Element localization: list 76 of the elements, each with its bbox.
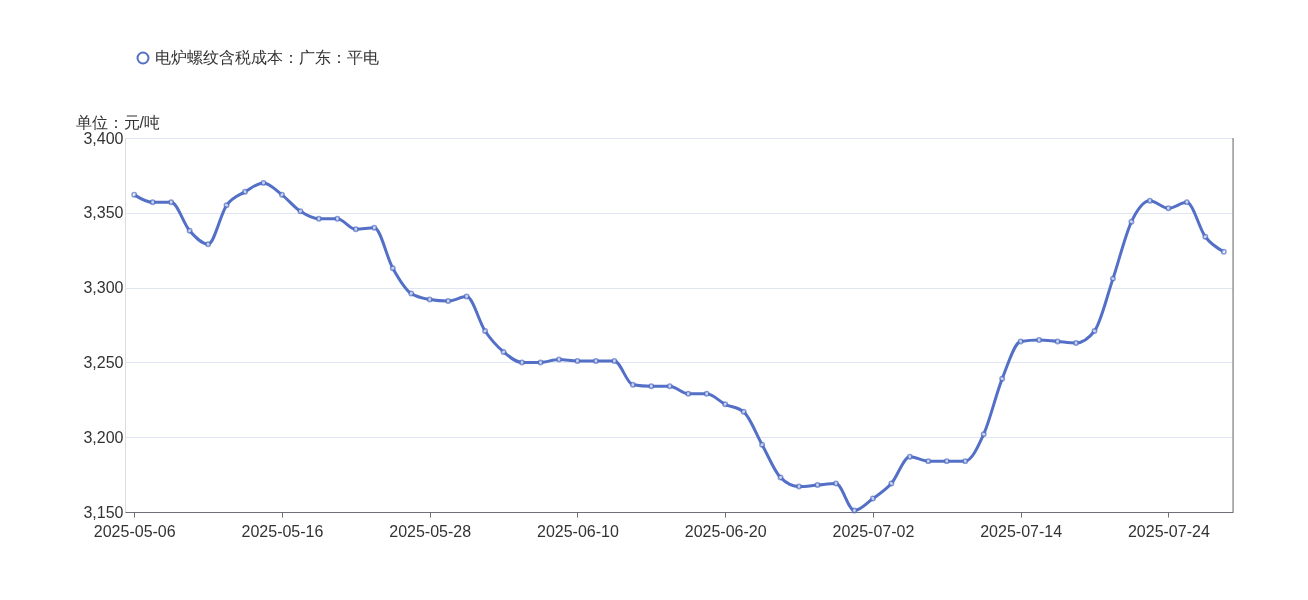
point	[869, 495, 876, 502]
point	[943, 458, 950, 465]
y-tick-label: 3,250	[83, 353, 124, 371]
point	[611, 357, 618, 364]
y-tick-label: 3,150	[83, 503, 124, 521]
point	[426, 296, 433, 303]
point	[1036, 336, 1043, 343]
point	[703, 390, 710, 397]
x-tick-label: 2025-07-24	[1127, 522, 1210, 540]
point	[1128, 218, 1135, 225]
point	[722, 401, 729, 408]
point	[168, 199, 175, 206]
point	[592, 357, 599, 364]
point	[315, 215, 322, 222]
x-tick-label: 2025-07-14	[980, 522, 1063, 540]
x-tick-label: 2025-07-02	[832, 522, 915, 540]
point	[389, 265, 396, 272]
point	[777, 474, 784, 481]
point	[1073, 339, 1080, 346]
point	[500, 348, 507, 355]
point	[1054, 338, 1061, 345]
point	[555, 356, 562, 363]
point	[278, 191, 285, 198]
point	[740, 408, 747, 415]
point	[205, 241, 212, 248]
point	[685, 390, 692, 397]
x-tick-label: 2025-05-06	[93, 522, 176, 540]
point	[796, 483, 803, 490]
point	[445, 298, 452, 305]
point	[186, 227, 193, 234]
point	[242, 188, 249, 195]
point	[814, 482, 821, 489]
point	[1091, 328, 1098, 334]
point	[260, 179, 267, 186]
point	[537, 359, 544, 366]
point	[925, 458, 932, 465]
point	[223, 202, 230, 209]
point	[408, 290, 415, 297]
point	[962, 458, 969, 465]
point	[352, 226, 359, 233]
point	[999, 375, 1006, 382]
point	[1165, 205, 1172, 212]
point	[759, 441, 766, 448]
y-tick-label: 3,400	[83, 129, 124, 147]
x-tick-label: 2025-05-28	[389, 522, 472, 540]
point	[1202, 233, 1209, 240]
x-tick-label: 2025-06-10	[537, 522, 619, 540]
point	[648, 383, 655, 390]
point	[888, 480, 895, 487]
y-tick-label: 3,300	[83, 279, 124, 297]
point	[334, 215, 341, 222]
x-tick-label: 2025-05-16	[241, 522, 324, 540]
point	[463, 293, 470, 300]
point	[1220, 248, 1227, 255]
legend-label: 电炉螺纹含税成本：广东：平电	[155, 49, 379, 66]
x-tick-label: 2025-06-20	[684, 522, 767, 540]
point	[629, 381, 636, 388]
point	[1146, 197, 1153, 204]
y-axis-title: 单位：元/吨	[75, 113, 160, 131]
point	[666, 383, 673, 390]
point	[519, 359, 526, 366]
y-tick-label: 3,200	[83, 428, 124, 446]
point	[297, 208, 304, 215]
point	[851, 507, 858, 514]
point	[1017, 338, 1024, 345]
point	[482, 328, 489, 334]
point	[131, 191, 138, 198]
point	[1109, 275, 1116, 282]
point	[371, 224, 378, 231]
point	[149, 199, 156, 206]
y-tick-label: 3,350	[83, 204, 124, 222]
point	[980, 431, 987, 438]
point	[574, 357, 581, 364]
point	[906, 453, 913, 460]
point	[832, 480, 839, 487]
point	[1183, 199, 1190, 206]
